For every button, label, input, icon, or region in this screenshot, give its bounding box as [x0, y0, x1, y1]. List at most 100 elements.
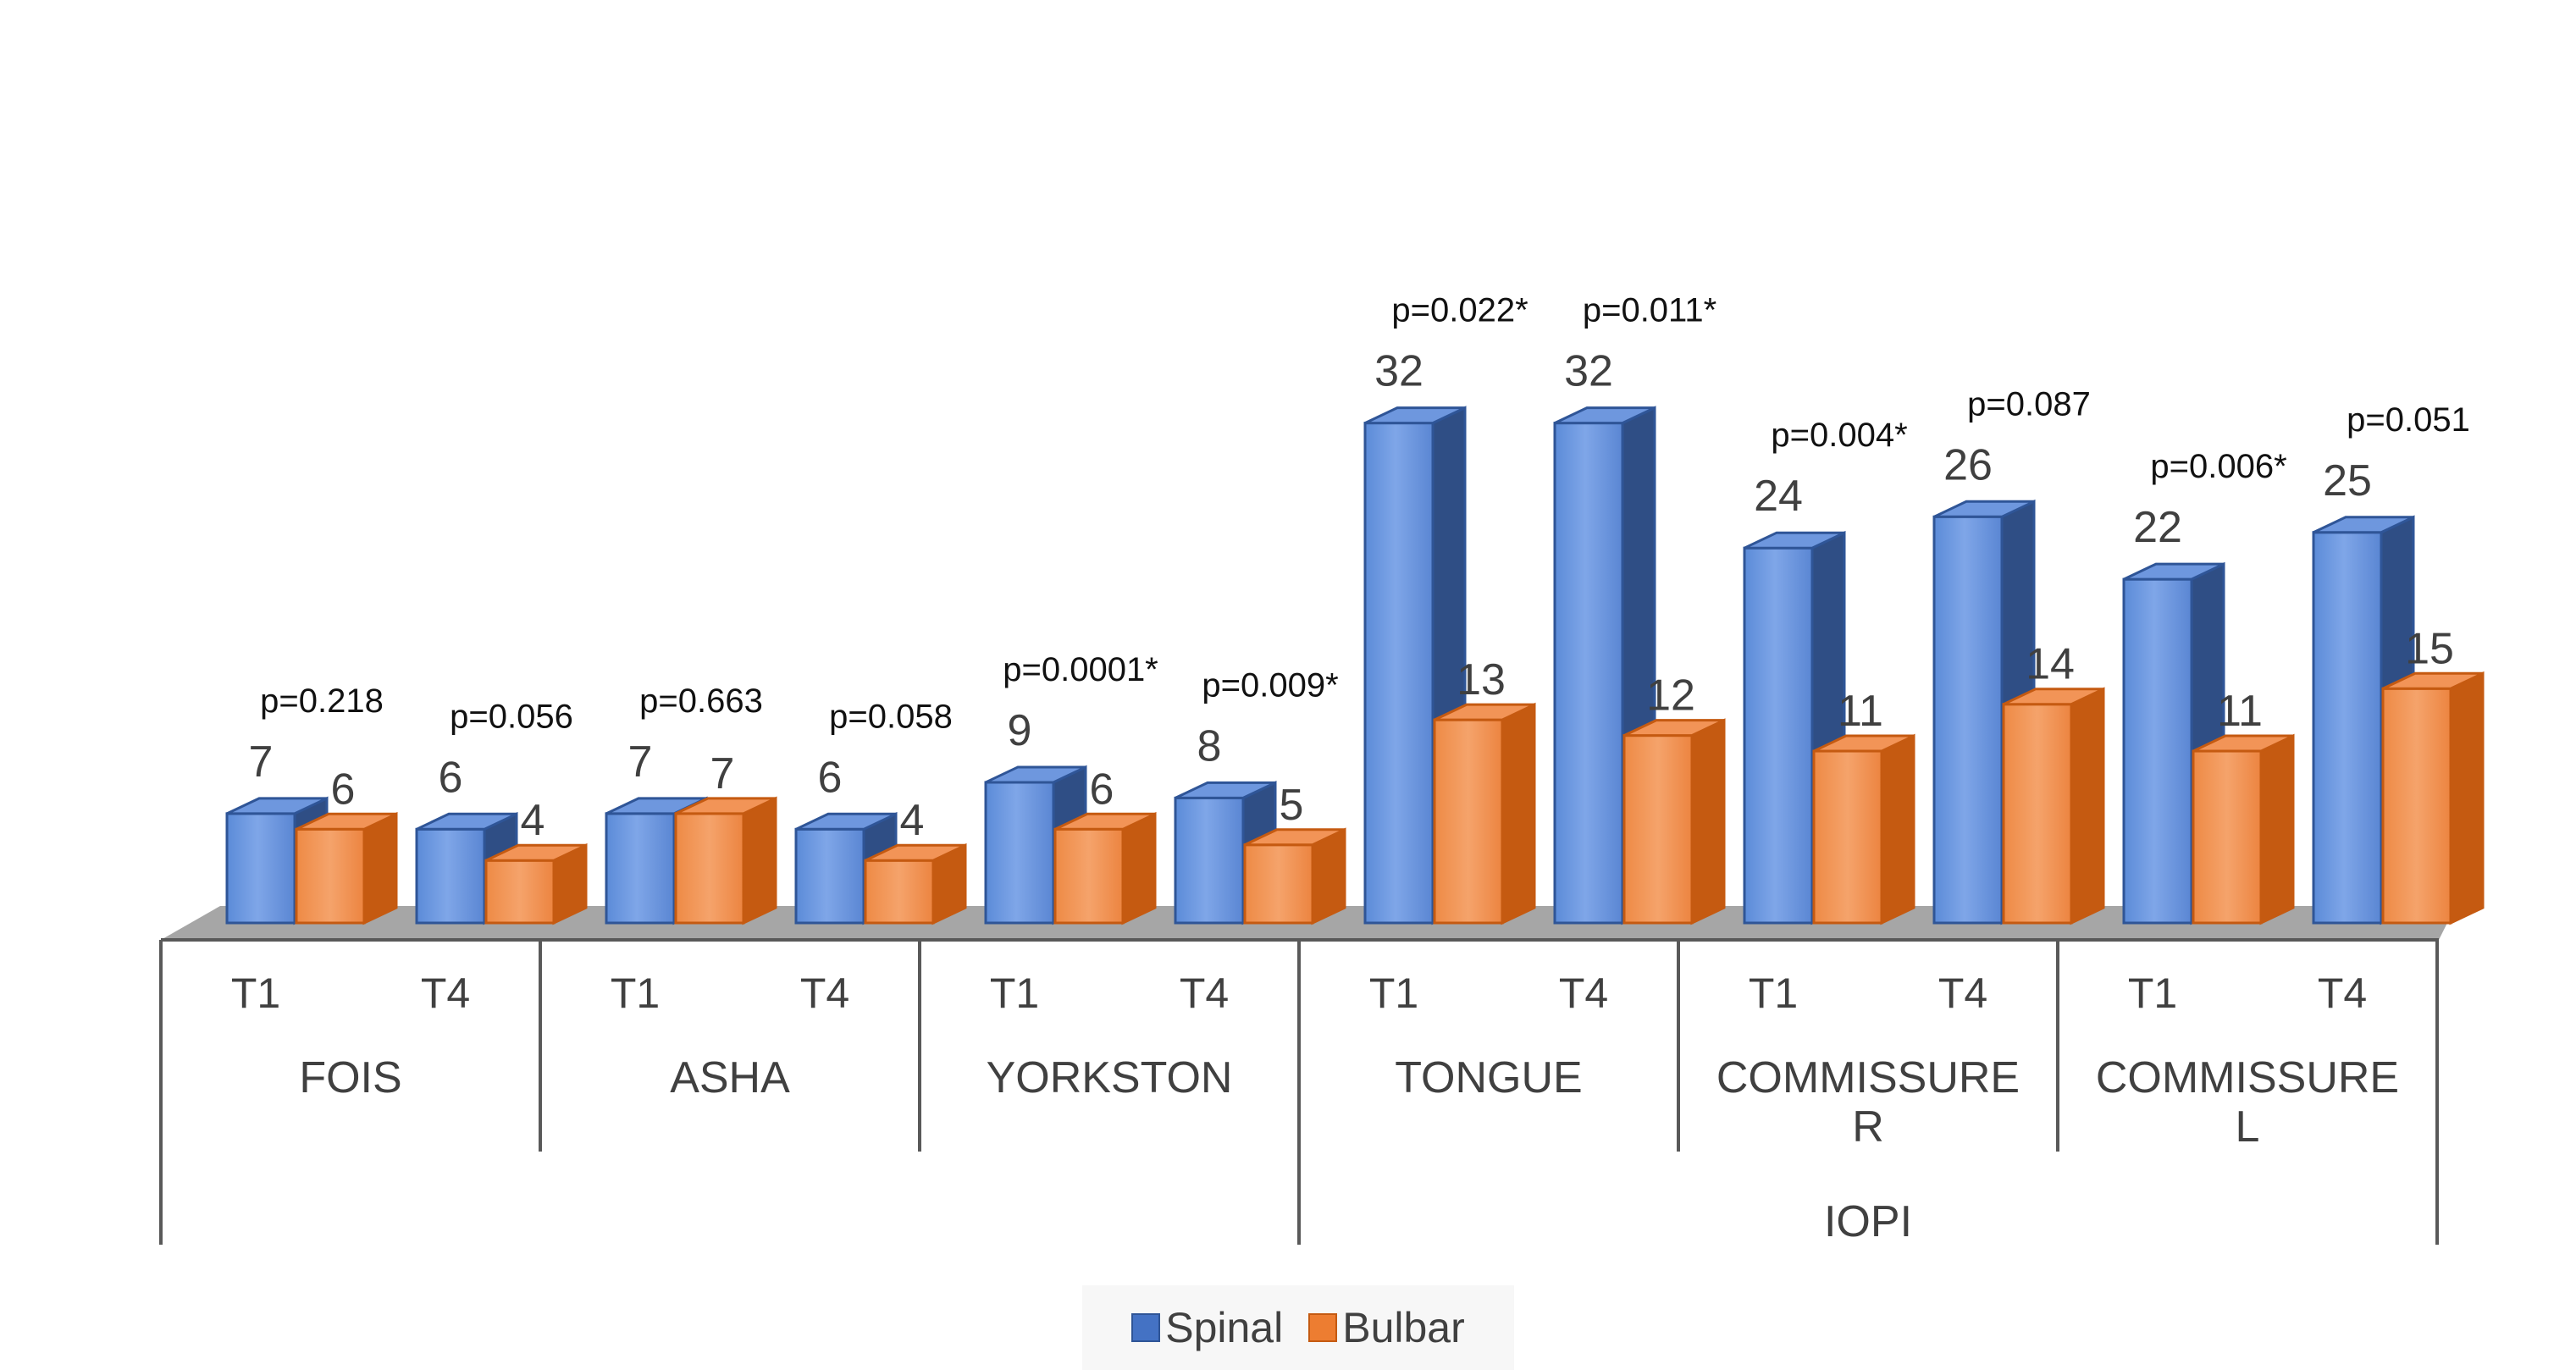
value-label-spinal-3: 6: [818, 753, 843, 802]
group-label-3-line-0: TONGUE: [1395, 1053, 1583, 1102]
value-label-spinal-5: 8: [1197, 721, 1222, 771]
value-label-bulbar-4: 6: [1090, 765, 1114, 814]
value-label-spinal-7: 32: [1564, 347, 1613, 396]
p-value-6: p=0.022*: [1391, 292, 1528, 329]
bar-side-bulbar-4: [1121, 811, 1157, 925]
bar-spinal-2: [605, 812, 676, 925]
legend-label-bulbar: Bulbar: [1342, 1304, 1465, 1351]
bar-top-spinal-0: [226, 797, 328, 815]
value-label-spinal-8: 24: [1754, 472, 1803, 521]
bar-top-bulbar-5: [1244, 828, 1346, 847]
bar-side-bulbar-6: [1501, 702, 1536, 925]
value-label-bulbar-8: 11: [1838, 687, 1883, 736]
group-label-1-line-0: ASHA: [670, 1053, 790, 1102]
bar-top-spinal-7: [1554, 406, 1656, 425]
bar-top-bulbar-10: [2192, 734, 2294, 753]
value-label-bulbar-11: 15: [2405, 624, 2454, 673]
tick-label-4: T1: [990, 969, 1039, 1017]
bar-top-bulbar-4: [1054, 812, 1156, 831]
bar-top-spinal-8: [1744, 531, 1845, 550]
bar-spinal-3: [794, 827, 865, 925]
bar-top-bulbar-9: [2003, 688, 2104, 706]
group-label-5-line-1: L: [2236, 1102, 2260, 1152]
tick-label-9: T4: [1938, 969, 1987, 1017]
bar-top-spinal-10: [2123, 562, 2225, 581]
bar-bulbar-10: [2192, 749, 2263, 925]
tick-label-8: T1: [1749, 969, 1798, 1017]
bar-top-bulbar-11: [2382, 671, 2484, 690]
bar-spinal-10: [2122, 577, 2193, 925]
group-label-5-line-0: COMMISSURE: [2096, 1053, 2399, 1102]
value-label-spinal-4: 9: [1008, 706, 1032, 755]
bar-top-spinal-6: [1364, 406, 1466, 425]
bar-spinal-4: [984, 781, 1055, 925]
tick-label-0: T1: [231, 969, 280, 1017]
bar-bulbar-8: [1812, 749, 1883, 925]
value-label-spinal-10: 22: [2133, 503, 2182, 552]
legend-item-spinal: Spinal: [1131, 1303, 1283, 1352]
bar-bulbar-5: [1243, 843, 1314, 925]
bar-side-bulbar-11: [2449, 671, 2485, 925]
p-value-7: p=0.011*: [1583, 292, 1716, 329]
legend-swatch-bulbar: [1308, 1313, 1338, 1342]
value-label-bulbar-9: 14: [2026, 640, 2075, 689]
legend-swatch-spinal: [1131, 1313, 1161, 1342]
p-value-5: p=0.009*: [1202, 666, 1338, 704]
bar-top-spinal-1: [416, 812, 517, 831]
bar-bulbar-1: [484, 859, 556, 925]
value-label-bulbar-10: 11: [2217, 687, 2263, 736]
p-value-8: p=0.004*: [1771, 417, 1907, 454]
p-value-2: p=0.663: [639, 682, 763, 720]
bar-side-bulbar-9: [2070, 687, 2105, 925]
bar-spinal-5: [1174, 796, 1245, 925]
p-value-11: p=0.051: [2347, 401, 2470, 439]
bar-side-bulbar-2: [742, 796, 777, 925]
value-label-bulbar-1: 4: [521, 796, 545, 845]
value-label-bulbar-0: 6: [331, 765, 356, 814]
value-label-spinal-11: 25: [2323, 456, 2372, 505]
bar-bulbar-9: [2002, 703, 2073, 925]
bar-side-bulbar-10: [2259, 733, 2295, 925]
bar-top-bulbar-7: [1623, 719, 1725, 737]
category-axis: T1 T4 T1 T4 T1 T4 T1 T4 T1 T4 T1 T4 FOIS ASHA YORKSTON…: [159, 940, 2439, 1246]
bar-top-bulbar-2: [675, 797, 777, 815]
group-label-4-line-0: COMMISSURE: [1716, 1053, 2020, 1102]
bar-top-bulbar-3: [865, 843, 966, 862]
bar-top-spinal-9: [1933, 500, 2035, 518]
p-value-0: p=0.218: [260, 682, 384, 720]
legend: Spinal Bulbar: [1082, 1285, 1514, 1370]
bars-layer: [225, 406, 2485, 925]
tick-label-5: T4: [1180, 969, 1229, 1017]
p-value-3: p=0.058: [829, 698, 953, 735]
supergroup-label: IOPI: [1824, 1197, 1912, 1246]
bar-spinal-9: [1932, 515, 2004, 925]
bar-top-bulbar-6: [1434, 703, 1535, 721]
bar-bulbar-7: [1622, 734, 1694, 925]
value-label-spinal-2: 7: [628, 737, 653, 787]
bar-bulbar-2: [674, 812, 745, 925]
bar-spinal-6: [1363, 422, 1434, 925]
value-label-bulbar-5: 5: [1280, 781, 1304, 830]
bar-bulbar-3: [864, 859, 935, 925]
bar-top-spinal-3: [795, 812, 897, 831]
bar-spinal-11: [2312, 531, 2383, 925]
legend-item-bulbar: Bulbar: [1308, 1303, 1465, 1352]
bar-spinal-0: [225, 812, 296, 925]
value-label-spinal-6: 32: [1374, 347, 1423, 396]
bar-bulbar-6: [1433, 718, 1504, 925]
value-label-bulbar-7: 12: [1646, 671, 1695, 721]
bar-bulbar-0: [295, 827, 366, 925]
value-label-spinal-0: 7: [249, 737, 274, 787]
p-value-10: p=0.006*: [2150, 448, 2286, 485]
data-labels-layer: 7 6 p=0.218 6 4 p=0.056 7 7 p=0.663 6 4 p=0.058 9 6 p=…: [249, 292, 2470, 846]
bar-side-bulbar-8: [1880, 733, 1915, 925]
value-label-bulbar-2: 7: [710, 749, 735, 798]
tick-label-10: T1: [2128, 969, 2177, 1017]
bar-top-spinal-4: [985, 765, 1086, 784]
tick-label-1: T4: [421, 969, 470, 1017]
bar-spinal-7: [1553, 422, 1624, 925]
tick-label-6: T1: [1369, 969, 1418, 1017]
tick-label-7: T4: [1559, 969, 1608, 1017]
